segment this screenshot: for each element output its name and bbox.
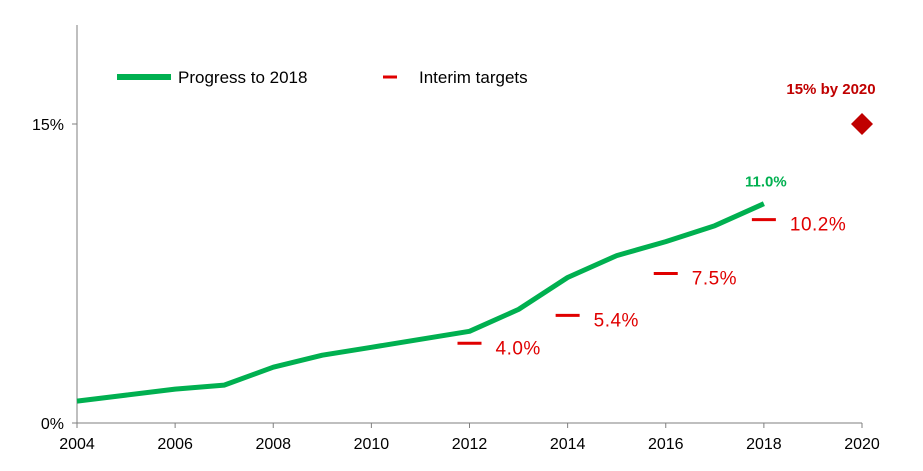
interim-target-label: 4.0% (496, 338, 541, 359)
x-tick-label: 2016 (648, 436, 684, 453)
x-tick-label: 2020 (844, 436, 880, 453)
target-2020-diamond (851, 113, 873, 135)
y-tick-label: 15% (32, 117, 64, 134)
x-tick-label: 2006 (157, 436, 193, 453)
interim-target-label: 7.5% (692, 269, 737, 290)
x-tick-label: 2018 (746, 436, 782, 453)
axes: 0% 15% 2004 2006 2008 2010 2012 2014 2016 2018 202… (32, 25, 880, 453)
series-layer (76, 113, 873, 404)
progress-line (76, 201, 765, 404)
x-tick-label: 2008 (255, 436, 291, 453)
legend: Progress to 2018 Interim targets (117, 68, 528, 87)
x-tick-label: 2010 (354, 436, 390, 453)
x-tick-label: 2004 (59, 436, 95, 453)
interim-target-label: 5.4% (594, 310, 639, 331)
x-tick-label: 2012 (452, 436, 488, 453)
legend-targets-label: Interim targets (419, 68, 528, 87)
target-2020-label: 15% by 2020 (786, 81, 875, 98)
progress-end-label: 11.0% (745, 174, 787, 191)
y-tick-label: 0% (41, 416, 64, 433)
legend-progress-label: Progress to 2018 (178, 68, 307, 87)
interim-target-label: 10.2% (790, 215, 846, 236)
labels-layer: 11.0% 4.0% 5.4% 7.5% 10.2% 15% by 2020 (496, 81, 876, 359)
x-tick-label: 2014 (550, 436, 586, 453)
